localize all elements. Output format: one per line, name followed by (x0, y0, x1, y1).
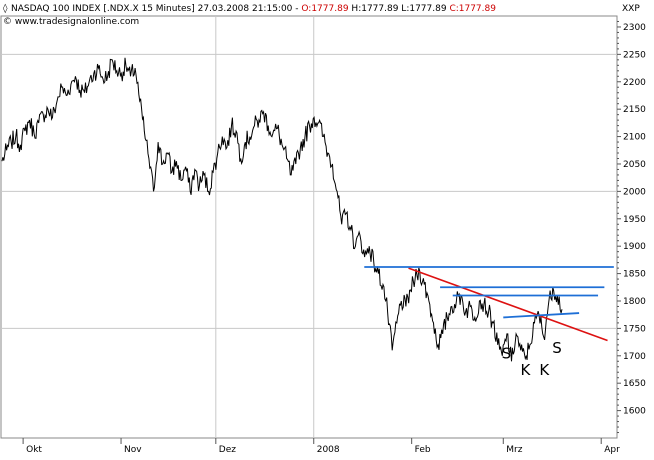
pattern-label: K (539, 361, 550, 379)
header-lock-icon: ◊ (3, 3, 8, 14)
x-tick-label: 2008 (317, 445, 340, 455)
x-tick-label: Feb (415, 445, 431, 455)
y-tick-label: 1900 (623, 242, 646, 252)
y-tick-label: 1800 (623, 297, 646, 307)
pattern-label: K (520, 361, 531, 379)
grid-lines (1, 16, 617, 438)
copyright-text: © www.tradesignalonline.com (3, 17, 139, 27)
pattern-label: S (552, 339, 562, 357)
chart-annotations: SK KS (364, 266, 614, 379)
y-tick-label: 2200 (623, 78, 646, 88)
x-tick-label: Apr (604, 445, 620, 455)
x-tick-label: Nov (124, 445, 142, 455)
y-tick-label: 1850 (623, 270, 646, 280)
x-tick-label: Okt (26, 445, 42, 455)
resistance-trendline (408, 267, 608, 342)
pattern-label: S (502, 345, 512, 363)
y-tick-label: 2050 (623, 160, 646, 170)
price-series (1, 57, 563, 362)
y-tick-label: 1750 (623, 324, 646, 334)
y-tick-label: 2150 (623, 105, 646, 115)
close-value: C:1777.89 (449, 4, 496, 14)
y-tick-label: 2000 (623, 187, 646, 197)
chart-header: ◊ NASDAQ 100 INDEX [.NDX.X 15 Minutes] 2… (3, 3, 640, 27)
y-tick-label: 1650 (623, 379, 646, 389)
y-tick-label: 1700 (623, 352, 646, 362)
x-tick-label: Mrz (506, 445, 522, 455)
x-axis: Okt Nov Dez 2008 Feb Mrz Apr (22, 438, 620, 455)
exchange-code: XXP (622, 4, 640, 14)
y-tick-label: 1600 (623, 407, 646, 417)
horizontal-level-line (503, 312, 580, 319)
price-line (1, 57, 563, 362)
y-tick-label: 2100 (623, 133, 646, 143)
header-line: NASDAQ 100 INDEX [.NDX.X 15 Minutes] 27.… (11, 4, 496, 14)
y-tick-label: 1950 (623, 215, 646, 225)
plot-area (0, 15, 618, 439)
y-tick-label: 2300 (623, 23, 646, 33)
open-value: O:1777.89 (301, 4, 348, 14)
instrument-info: NASDAQ 100 INDEX [.NDX.X 15 Minutes] 27.… (11, 4, 301, 14)
high-low-values: H:1777.89 L:1777.89 (349, 4, 450, 14)
y-axis: 1600 1650 1700 1750 1800 1850 1900 1950 2000 2050… (617, 20, 646, 434)
y-tick-label: 2250 (623, 50, 646, 60)
x-tick-label: Dez (219, 445, 236, 455)
